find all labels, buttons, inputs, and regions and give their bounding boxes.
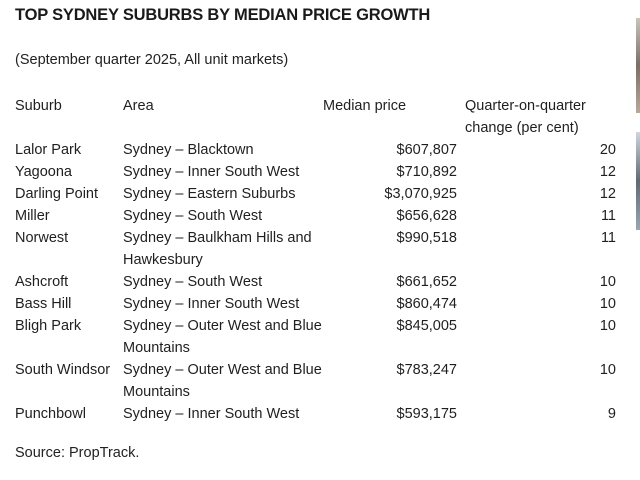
table-row: Ashcroft Sydney – South West $661,652 10 xyxy=(15,271,616,293)
cell-suburb: Lalor Park xyxy=(15,142,82,158)
cell-suburb: Miller xyxy=(15,208,50,224)
cell-area: Sydney – Blacktown xyxy=(123,142,254,158)
cell-median-price: $860,474 xyxy=(396,296,457,312)
cell-change: 10 xyxy=(599,274,616,290)
table-row: Lalor Park Sydney – Blacktown $607,807 20 xyxy=(15,139,616,161)
cell-area: Sydney – Outer West and Blue Mountains xyxy=(123,362,322,400)
cell-change: 12 xyxy=(599,186,616,202)
cell-median-price: $3,070,925 xyxy=(384,186,457,202)
cell-suburb: Punchbowl xyxy=(15,406,86,422)
page-subtitle: (September quarter 2025, All unit market… xyxy=(15,52,289,68)
cell-median-price: $661,652 xyxy=(396,274,457,290)
cell-median-price: $783,247 xyxy=(396,362,457,378)
header-suburb: Suburb xyxy=(15,98,62,114)
table-row: Bass Hill Sydney – Inner South West $860,4… xyxy=(15,293,616,315)
cell-change: 12 xyxy=(599,164,616,180)
header-median-price: Median price xyxy=(323,98,407,114)
cell-median-price: $607,807 xyxy=(396,142,457,158)
suburbs-table: Suburb Area Median price Quarter-on-quar… xyxy=(15,95,616,425)
table-row: Darling Point Sydney – Eastern Suburbs $3,… xyxy=(15,183,616,205)
table-body: Lalor Park Sydney – Blacktown $607,807 20 Ya… xyxy=(15,139,616,425)
cell-median-price: $656,628 xyxy=(396,208,457,224)
header-change: Quarter-on-quarter change (per cent) xyxy=(465,98,586,136)
table-row: Bligh Park Sydney – Outer West and Blue M… xyxy=(15,315,616,359)
cell-area: Sydney – South West xyxy=(123,208,263,224)
cell-median-price: $845,005 xyxy=(396,318,457,334)
cell-area: Sydney – Baulkham Hills and Hawkesbury xyxy=(123,230,312,268)
cell-area: Sydney – Outer West and Blue Mountains xyxy=(123,318,322,356)
cell-suburb: Bass Hill xyxy=(15,296,72,312)
cell-area: Sydney – Inner South West xyxy=(123,406,300,422)
table-row: Norwest Sydney – Baulkham Hills and Hawke… xyxy=(15,227,616,271)
cell-change: 11 xyxy=(600,208,616,224)
table-header-row: Suburb Area Median price Quarter-on-quar… xyxy=(15,95,616,139)
source-note: Source: PropTrack. xyxy=(15,445,140,461)
table-row: Punchbowl Sydney – Inner South West $593,1… xyxy=(15,403,616,425)
cell-suburb: Darling Point xyxy=(15,186,99,202)
cell-suburb: South Windsor xyxy=(15,362,111,378)
cell-change: 10 xyxy=(599,318,616,334)
cell-change: 11 xyxy=(600,230,616,246)
cell-area: Sydney – Inner South West xyxy=(123,296,300,312)
table-row: South Windsor Sydney – Outer West and Blu… xyxy=(15,359,616,403)
cell-median-price: $593,175 xyxy=(396,406,457,422)
cell-suburb: Norwest xyxy=(15,230,69,246)
header-area: Area xyxy=(123,98,154,114)
cell-area: Sydney – Eastern Suburbs xyxy=(123,186,296,202)
edge-image-thumbnail xyxy=(636,132,640,230)
cell-median-price: $990,518 xyxy=(396,230,457,246)
cell-median-price: $710,892 xyxy=(396,164,457,180)
table-row: Miller Sydney – South West $656,628 11 xyxy=(15,205,616,227)
cell-change: 10 xyxy=(599,296,616,312)
cell-suburb: Yagoona xyxy=(15,164,72,180)
cell-change: 10 xyxy=(599,362,616,378)
page-title: TOP SYDNEY SUBURBS BY MEDIAN PRICE GROWT… xyxy=(15,6,431,24)
cell-change: 20 xyxy=(599,142,616,158)
cell-area: Sydney – South West xyxy=(123,274,263,290)
table-header: Suburb Area Median price Quarter-on-quar… xyxy=(15,95,616,139)
cell-change: 9 xyxy=(607,406,616,422)
cell-area: Sydney – Inner South West xyxy=(123,164,300,180)
edge-image-thumbnail xyxy=(636,18,640,113)
cell-suburb: Ashcroft xyxy=(15,274,69,290)
table-row: Yagoona Sydney – Inner South West $710,892… xyxy=(15,161,616,183)
cell-suburb: Bligh Park xyxy=(15,318,82,334)
